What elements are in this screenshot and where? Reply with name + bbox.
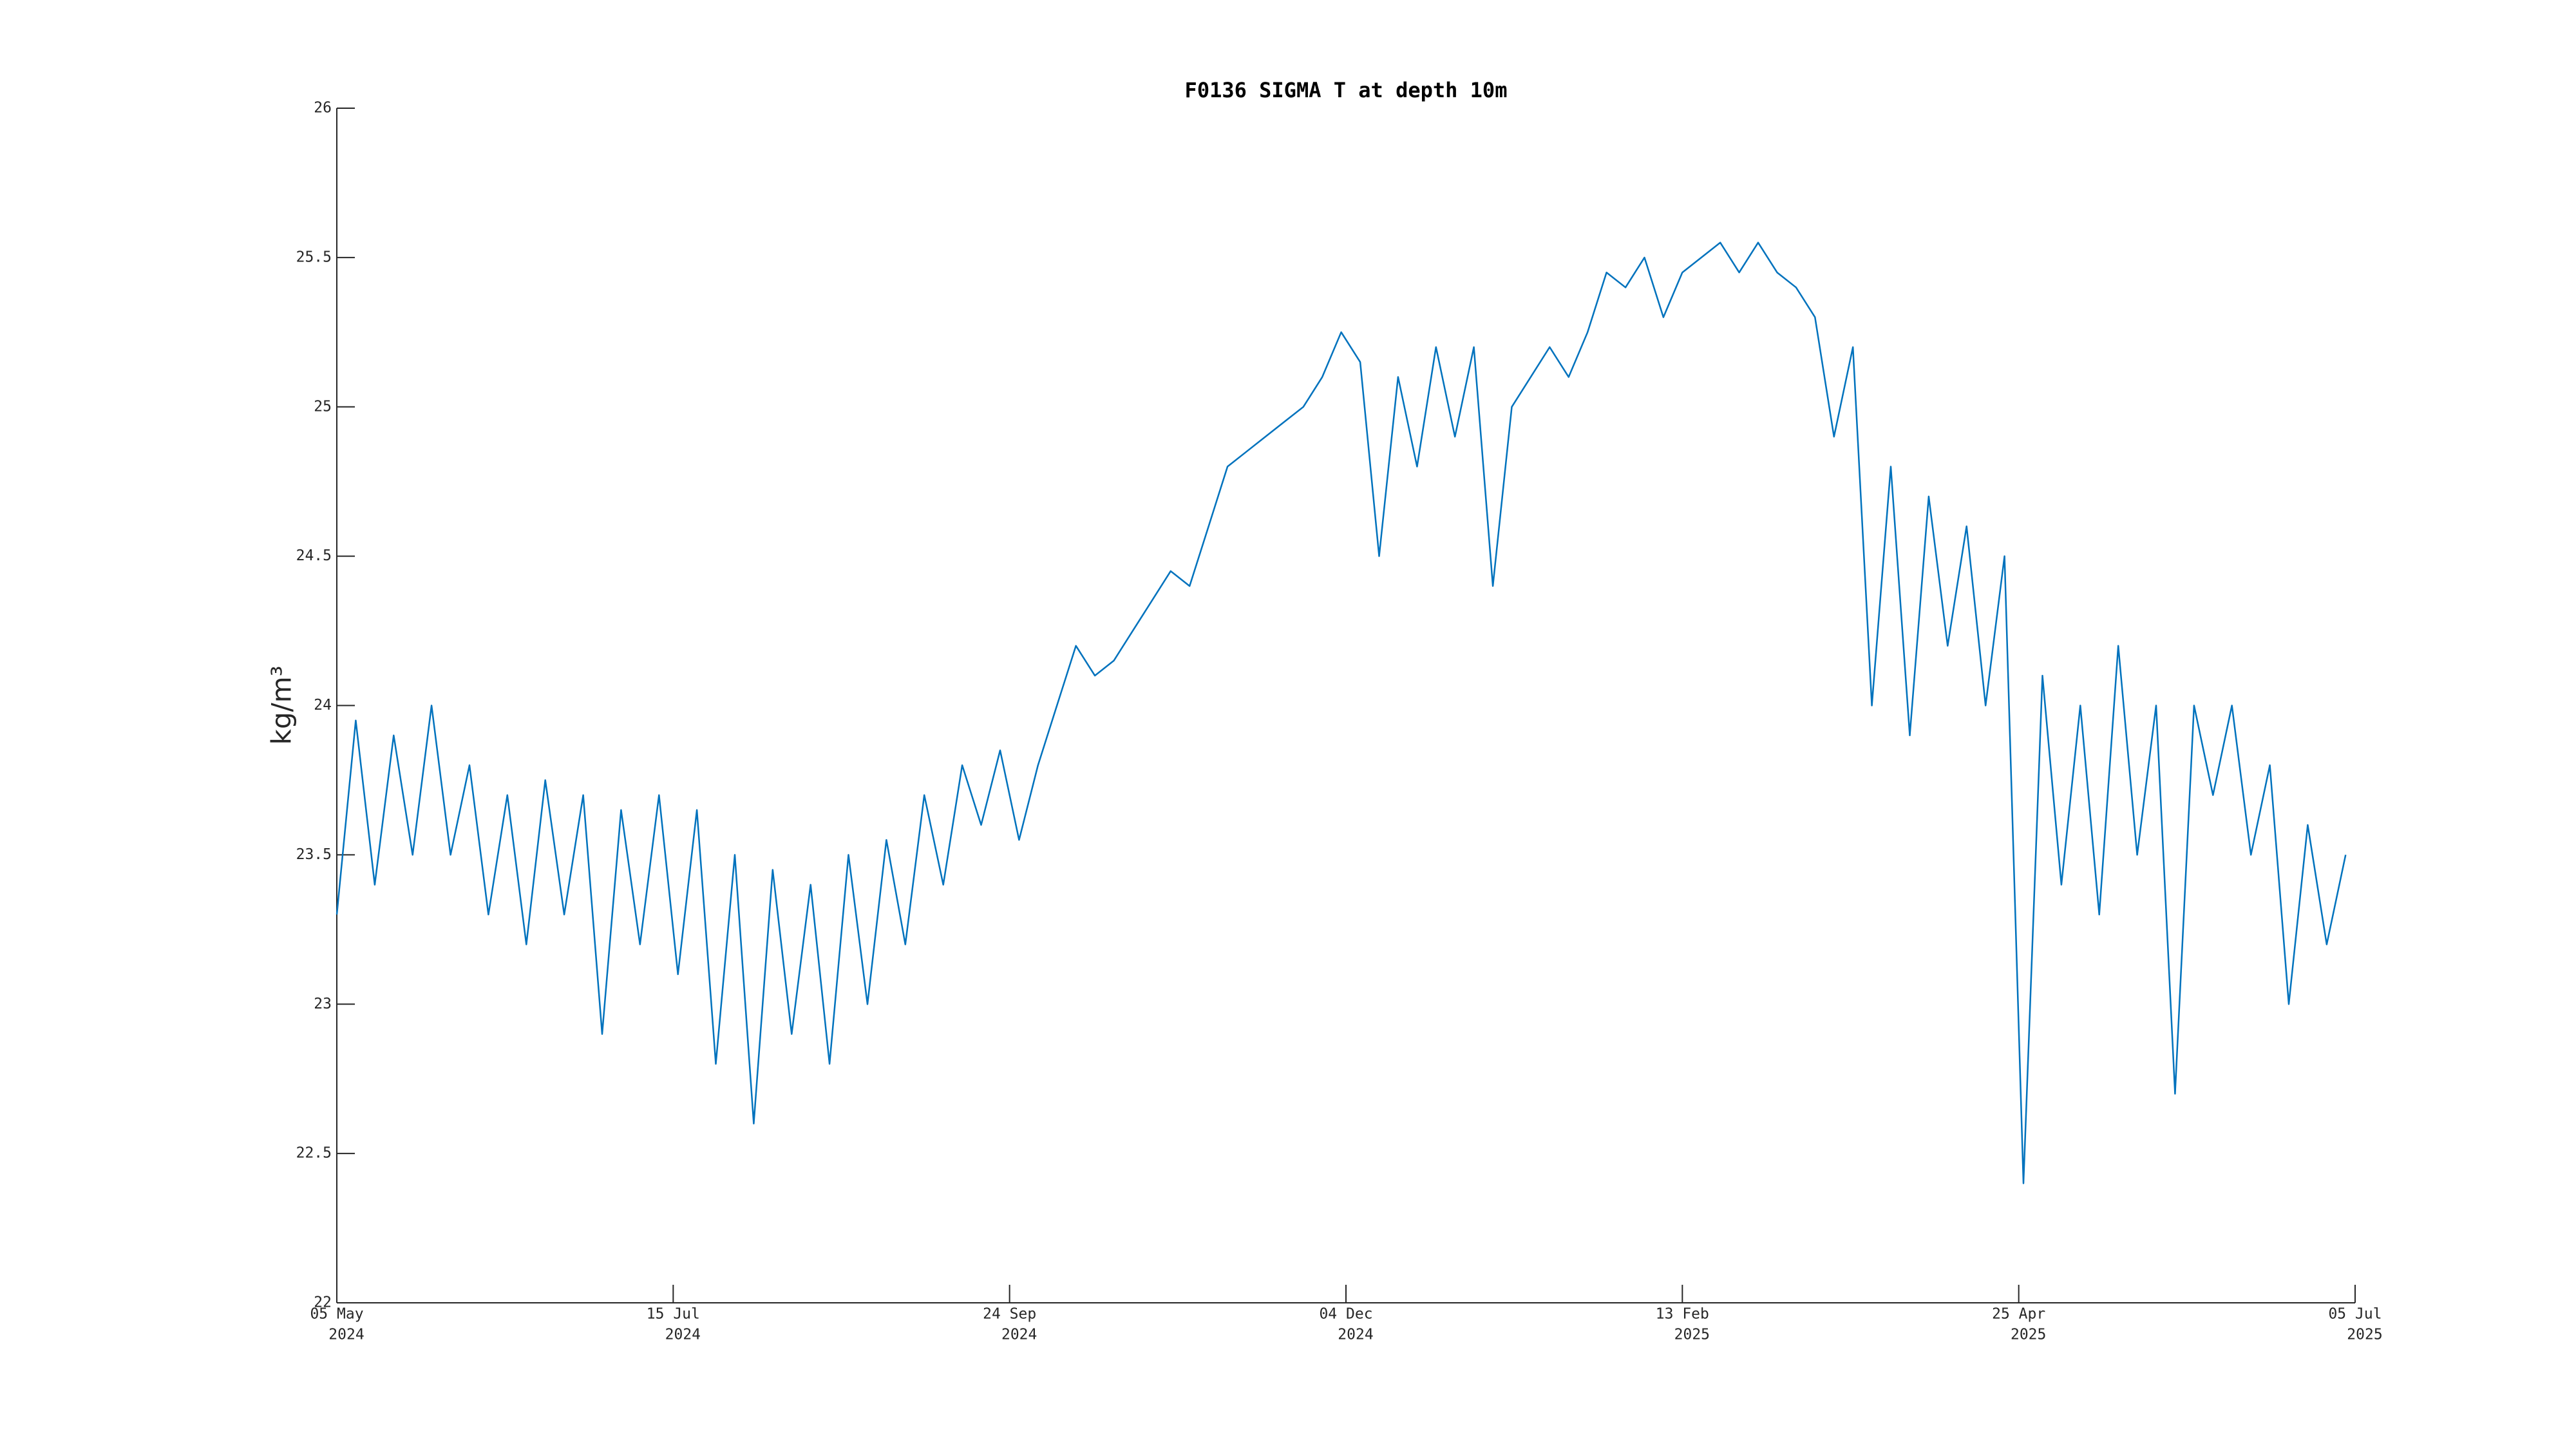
y-tick-label: 22.5 [296,1145,332,1162]
y-tick-label: 23 [314,996,332,1012]
x-tick-label: 13 Feb [1656,1306,1709,1323]
x-tick-label: 2024 [1338,1327,1373,1343]
x-tick-label: 2025 [1674,1327,1710,1343]
x-tick-label: 04 Dec [1319,1306,1372,1323]
y-axis-label: kg/m³ [266,666,298,745]
chart-title: F0136 SIGMA T at depth 10m [1185,78,1508,102]
x-tick-label: 2024 [665,1327,701,1343]
data-line [336,242,2347,1184]
y-tick-label: 24.5 [296,547,332,564]
x-tick-label: 25 Apr [1992,1306,2045,1323]
y-tick-label: 22 [314,1294,332,1311]
y-tick-label: 25.5 [296,249,332,265]
x-tick-label: 2024 [1001,1327,1037,1343]
x-tick-label: 2025 [2011,1327,2046,1343]
x-tick-label: 2025 [2347,1327,2382,1343]
y-tick-label: 26 [314,100,332,117]
x-tick-label: 24 Sep [983,1306,1036,1323]
y-tick-label: 24 [314,697,332,714]
y-tick-label: 23.5 [296,846,332,863]
y-tick-label: 25 [314,398,332,415]
x-tick-label: 15 Jul [647,1306,700,1323]
x-tick-label: 2024 [328,1327,364,1343]
x-tick-label: 05 Jul [2328,1306,2382,1323]
x-tick-label: 05 May [310,1306,363,1323]
